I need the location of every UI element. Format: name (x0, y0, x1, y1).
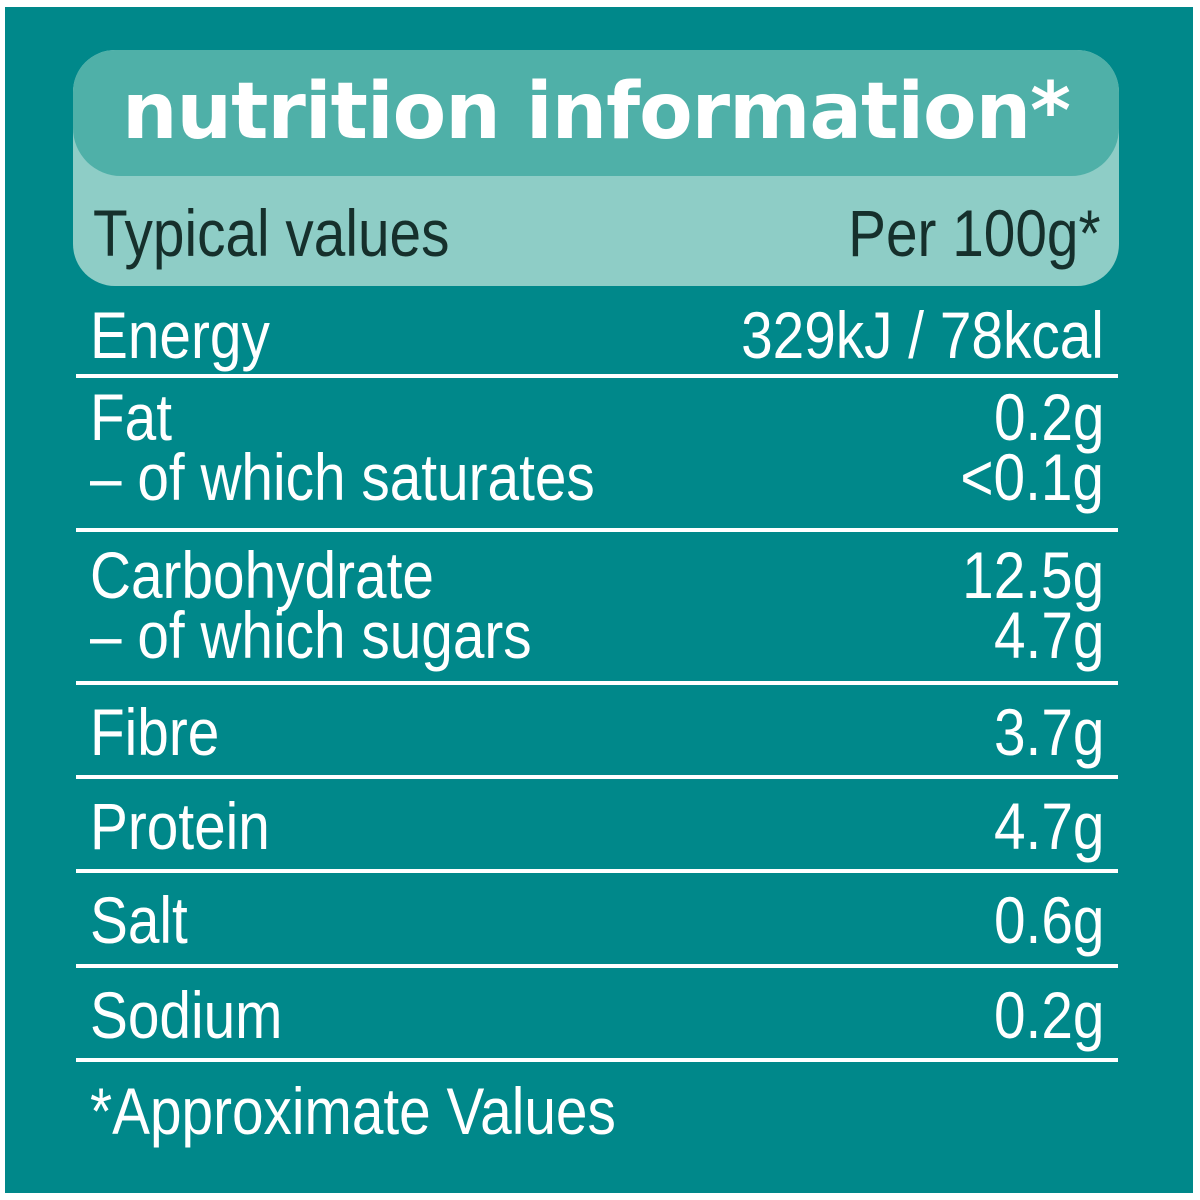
energy-line: Energy 329kJ / 78kcal (76, 298, 1118, 372)
typical-values-label: Typical values (93, 196, 450, 270)
nutrient-label-energy: Energy (90, 298, 270, 372)
row-divider (76, 528, 1118, 532)
nutrient-label-salt: Salt (90, 883, 188, 957)
row-divider (76, 775, 1118, 779)
nutrient-value-fat: 0.2g (993, 380, 1104, 454)
nutrient-value-saturates: <0.1g (960, 440, 1104, 514)
protein-line: Protein 4.7g (76, 789, 1118, 863)
saturates-line: – of which saturates <0.1g (76, 440, 1118, 514)
nutrient-label-carbohydrate: Carbohydrate (90, 538, 434, 612)
row-divider (76, 964, 1118, 968)
nutrient-label-sugars: – of which sugars (90, 598, 532, 672)
nutrient-value-sodium: 0.2g (993, 978, 1104, 1052)
per-100g-label: Per 100g* (848, 196, 1101, 270)
nutrient-value-energy: 329kJ / 78kcal (741, 298, 1104, 372)
nutrient-label-protein: Protein (90, 789, 270, 863)
title-band: nutrition information* (73, 50, 1119, 176)
sodium-line: Sodium 0.2g (76, 978, 1118, 1052)
nutrient-label-fibre: Fibre (90, 695, 220, 769)
nutrient-label-fat: Fat (90, 380, 173, 454)
nutrient-value-carbohydrate: 12.5g (961, 538, 1104, 612)
footnote: *Approximate Values (90, 1074, 616, 1148)
nutrient-label-saturates: – of which saturates (90, 440, 595, 514)
salt-line: Salt 0.6g (76, 883, 1118, 957)
table-header-box: nutrition information* Typical values Pe… (73, 50, 1119, 286)
nutrient-value-fibre: 3.7g (993, 695, 1104, 769)
fibre-line: Fibre 3.7g (76, 695, 1118, 769)
row-divider (76, 869, 1118, 873)
sugars-line: – of which sugars 4.7g (76, 598, 1118, 672)
fat-line: Fat 0.2g (76, 380, 1118, 454)
nutrient-value-sugars: 4.7g (993, 598, 1104, 672)
row-divider (76, 374, 1118, 378)
row-divider (76, 681, 1118, 685)
nutrient-value-salt: 0.6g (993, 883, 1104, 957)
row-divider (76, 1058, 1118, 1062)
nutrition-title: nutrition information* (122, 67, 1071, 157)
nutrient-value-protein: 4.7g (993, 789, 1104, 863)
carbohydrate-line: Carbohydrate 12.5g (76, 538, 1118, 612)
nutrient-label-sodium: Sodium (90, 978, 283, 1052)
